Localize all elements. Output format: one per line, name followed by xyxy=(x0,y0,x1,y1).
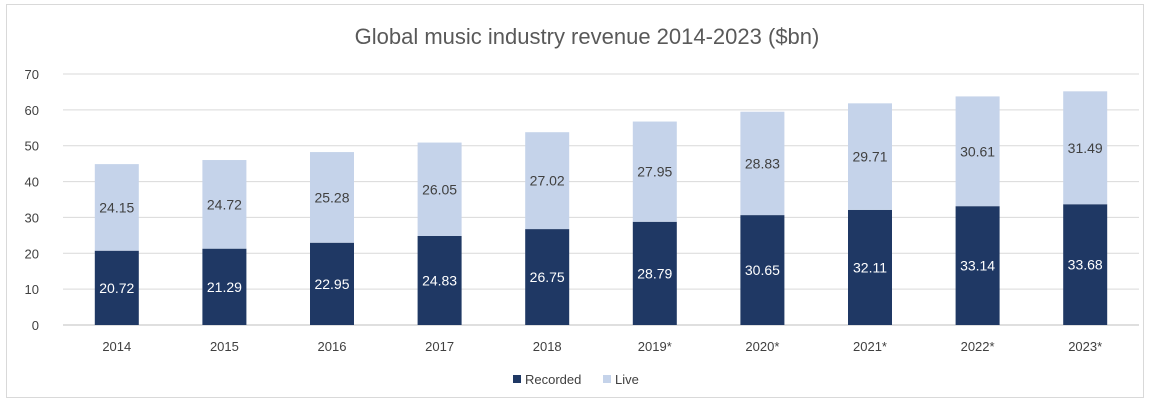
bar-recorded xyxy=(525,229,570,325)
x-tick-label: 2023* xyxy=(1068,339,1102,354)
legend-swatch-recorded xyxy=(513,375,521,383)
y-tick-label: 30 xyxy=(25,210,39,225)
y-tick-label: 20 xyxy=(25,246,39,261)
data-label-live: 28.83 xyxy=(745,155,780,171)
x-axis: 2014 2015 2016 2017 2018 2019* 2020* 2021* 2022*… xyxy=(102,339,1102,354)
x-tick-label: 2020* xyxy=(745,339,779,354)
legend-label-recorded: Recorded xyxy=(525,372,581,387)
data-label-live: 31.49 xyxy=(1068,140,1103,156)
y-tick-label: 50 xyxy=(25,139,39,154)
bars: 20.72 24.15 21.29 24.72 22.95 25.28 24.83 26.05… xyxy=(94,91,1108,325)
x-tick-label: 2014 xyxy=(102,339,131,354)
x-tick-label: 2015 xyxy=(210,339,239,354)
y-tick-label: 10 xyxy=(25,282,39,297)
bar-recorded xyxy=(848,209,892,325)
x-tick-label: 2022* xyxy=(961,339,995,354)
chart-title: Global music industry revenue 2014-2023 … xyxy=(355,24,820,49)
x-tick-label: 2016 xyxy=(318,339,347,354)
data-label-live: 30.61 xyxy=(960,143,995,159)
bar-live xyxy=(525,132,570,230)
bar-live xyxy=(740,111,785,216)
data-label-recorded: 30.65 xyxy=(745,262,780,278)
data-label-recorded: 24.83 xyxy=(422,272,457,288)
data-label-live: 24.72 xyxy=(207,196,242,212)
bar-recorded xyxy=(202,248,247,325)
data-label-recorded: 22.95 xyxy=(314,276,349,292)
bar-recorded xyxy=(632,221,677,325)
bar-live xyxy=(955,96,1000,207)
bar-live xyxy=(848,103,892,210)
legend-swatch-live xyxy=(603,375,611,383)
data-label-recorded: 20.72 xyxy=(99,280,134,296)
data-label-live: 24.15 xyxy=(99,199,134,215)
bar-live xyxy=(632,121,677,222)
data-label-recorded: 32.11 xyxy=(853,259,887,275)
legend: Recorded Live xyxy=(513,372,639,387)
bar-live xyxy=(94,164,139,251)
y-tick-label: 60 xyxy=(25,103,39,118)
bar-recorded xyxy=(1063,204,1108,325)
bar-recorded xyxy=(417,235,462,325)
bar-live xyxy=(202,160,247,249)
x-tick-label: 2021* xyxy=(853,339,887,354)
y-tick-label: 40 xyxy=(25,175,39,190)
y-axis: 0 10 20 30 40 50 60 70 xyxy=(25,67,39,333)
bar-recorded xyxy=(94,250,139,325)
x-tick-label: 2017 xyxy=(425,339,454,354)
y-tick-label: 70 xyxy=(25,67,39,82)
x-tick-label: 2018 xyxy=(533,339,562,354)
bar-recorded xyxy=(310,242,354,325)
x-tick-label: 2019* xyxy=(638,339,672,354)
bar-live xyxy=(417,142,462,236)
bar-recorded xyxy=(740,215,785,325)
chart-svg: Global music industry revenue 2014-2023 … xyxy=(25,24,1139,387)
data-label-live: 29.71 xyxy=(852,149,887,165)
data-label-live: 27.95 xyxy=(637,164,672,180)
chart-frame: Global music industry revenue 2014-2023 … xyxy=(6,4,1144,398)
bar-live xyxy=(1063,91,1108,205)
data-label-live: 25.28 xyxy=(314,189,349,205)
data-label-recorded: 28.79 xyxy=(637,265,672,281)
bar-recorded xyxy=(955,206,1000,325)
data-label-live: 27.02 xyxy=(530,173,565,189)
data-label-recorded: 33.68 xyxy=(1068,257,1103,273)
bar-live xyxy=(310,152,354,243)
data-label-live: 26.05 xyxy=(422,181,457,197)
data-label-recorded: 21.29 xyxy=(207,279,242,295)
y-tick-label: 0 xyxy=(32,318,39,333)
data-label-recorded: 33.14 xyxy=(960,258,995,274)
legend-label-live: Live xyxy=(615,372,639,387)
data-label-recorded: 26.75 xyxy=(530,269,565,285)
